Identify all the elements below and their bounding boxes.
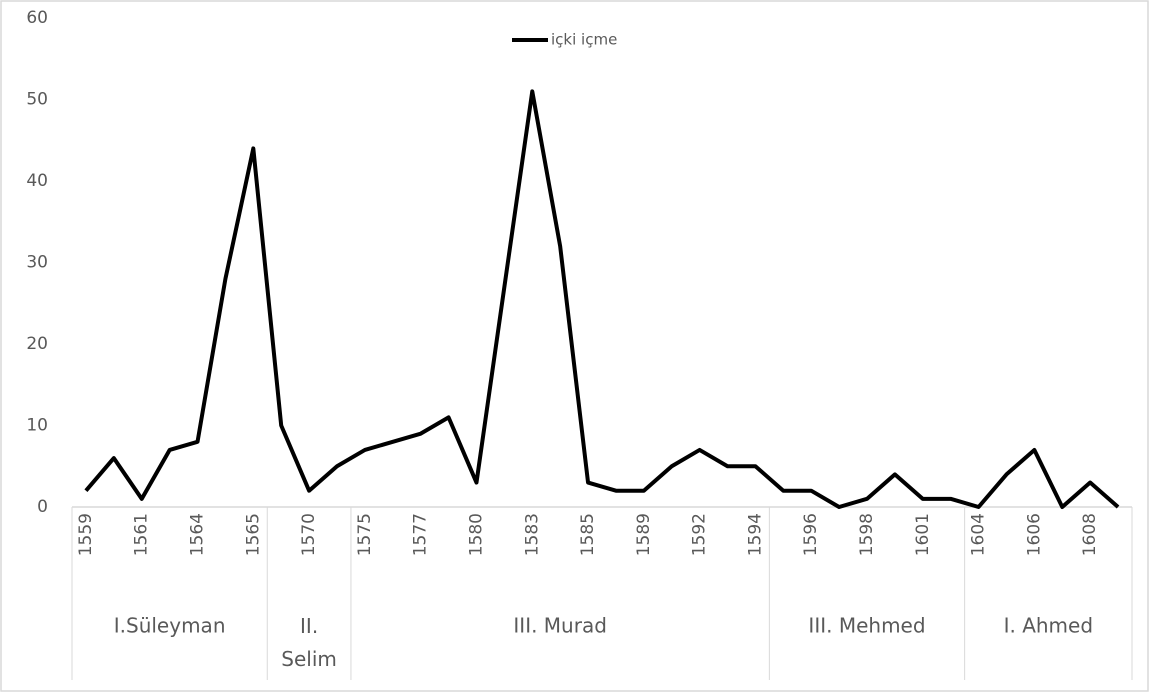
- x-tick-label: 1601: [913, 513, 933, 556]
- x-tick-label: 1580: [466, 513, 486, 556]
- group-label: III. Mehmed: [808, 614, 925, 638]
- x-tick-label: 1565: [243, 513, 263, 556]
- x-tick-label: 1564: [188, 513, 208, 556]
- x-tick-label: 1598: [857, 513, 877, 556]
- x-tick-label: 1570: [299, 513, 319, 556]
- x-tick-label: 1596: [801, 513, 821, 556]
- x-tick-label: 1608: [1080, 513, 1100, 556]
- x-tick-label: 1561: [132, 513, 152, 556]
- group-label: II. Selim: [281, 614, 337, 671]
- group-label-line: II.: [300, 614, 318, 638]
- x-tick-label: 1575: [355, 513, 375, 556]
- line-series: [84, 89, 1120, 509]
- x-tick-label: 1583: [522, 513, 542, 556]
- legend-label: içki içme: [551, 31, 617, 49]
- group-label: I. Ahmed: [1004, 614, 1093, 638]
- x-tick-label: 1592: [690, 513, 710, 556]
- group-label: III. Murad: [513, 614, 607, 638]
- group-label: I.Süleyman: [114, 614, 226, 638]
- x-tick-label: 1604: [969, 513, 989, 556]
- y-tick-label: 30: [26, 253, 48, 273]
- y-tick-label: 50: [26, 90, 48, 110]
- y-tick-label: 40: [26, 171, 48, 191]
- x-tick-label: 1577: [411, 513, 431, 556]
- x-tick-label: 1589: [634, 513, 654, 556]
- y-tick-label: 60: [26, 8, 48, 28]
- group-label-line: Selim: [281, 647, 337, 671]
- y-tick-label: 10: [26, 416, 48, 436]
- x-tick-label: 1594: [745, 513, 765, 556]
- y-tick-label: 20: [26, 334, 48, 354]
- x-tick-label: 1606: [1024, 513, 1044, 556]
- x-tick-label: 1559: [76, 513, 96, 556]
- x-tick-label: 1585: [578, 513, 598, 556]
- y-tick-label: 0: [37, 497, 48, 517]
